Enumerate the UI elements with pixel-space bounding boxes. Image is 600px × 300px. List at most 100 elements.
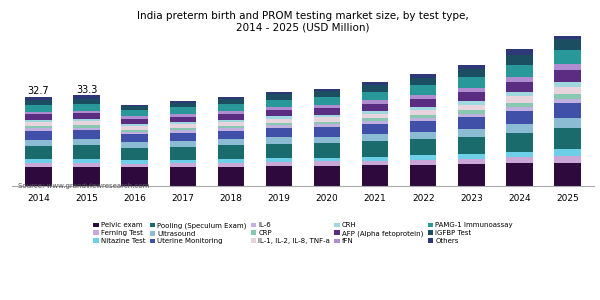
Bar [73, 113, 100, 119]
Bar [73, 104, 100, 111]
Bar [410, 74, 436, 78]
Bar [170, 107, 196, 114]
Bar [458, 117, 485, 129]
Bar [362, 114, 388, 118]
Bar [362, 100, 388, 103]
Bar [25, 122, 52, 126]
Bar [218, 120, 244, 122]
Bar [121, 142, 148, 148]
Bar [25, 159, 52, 163]
Bar [410, 132, 436, 140]
Bar [170, 101, 196, 103]
Bar [121, 126, 148, 130]
Bar [170, 124, 196, 128]
Bar [554, 64, 581, 70]
Bar [554, 128, 581, 149]
Bar [506, 158, 533, 164]
Bar [458, 88, 485, 92]
Bar [73, 139, 100, 145]
Bar [554, 87, 581, 94]
Bar [266, 123, 292, 125]
Bar [266, 137, 292, 144]
Bar [73, 163, 100, 167]
Bar [362, 134, 388, 141]
Bar [458, 105, 485, 110]
Bar [218, 126, 244, 128]
Bar [314, 105, 340, 108]
Bar [458, 129, 485, 137]
Bar [362, 118, 388, 122]
Bar [121, 130, 148, 132]
Bar [314, 115, 340, 117]
Bar [266, 92, 292, 94]
Bar [25, 112, 52, 114]
Bar [170, 160, 196, 164]
Bar [554, 99, 581, 103]
Bar [266, 100, 292, 107]
Bar [170, 167, 196, 186]
Bar [266, 128, 292, 137]
Bar [218, 98, 244, 99]
Bar [314, 97, 340, 105]
Bar [554, 149, 581, 156]
Bar [458, 110, 485, 114]
Bar [410, 95, 436, 99]
Bar [362, 92, 388, 100]
Bar [362, 160, 388, 165]
Bar [410, 155, 436, 160]
Bar [121, 106, 148, 110]
Bar [554, 156, 581, 163]
Bar [218, 114, 244, 120]
Bar [121, 148, 148, 160]
Bar [170, 147, 196, 160]
Legend: Pelvic exam, Ferning Test, Nitazine Test, Pooling (Speculum Exam), Ultrasound, U: Pelvic exam, Ferning Test, Nitazine Test… [93, 223, 513, 244]
Bar [121, 124, 148, 126]
Bar [73, 122, 100, 125]
Bar [266, 158, 292, 162]
Bar [506, 96, 533, 103]
Bar [506, 92, 533, 96]
Bar [170, 114, 196, 117]
Bar [170, 122, 196, 124]
Bar [410, 118, 436, 122]
Bar [25, 120, 52, 122]
Bar [121, 167, 148, 186]
Bar [554, 94, 581, 99]
Bar [458, 92, 485, 101]
Bar [506, 124, 533, 133]
Bar [266, 125, 292, 128]
Bar [25, 100, 52, 105]
Bar [554, 50, 581, 64]
Bar [410, 99, 436, 107]
Bar [554, 70, 581, 83]
Bar [314, 124, 340, 127]
Bar [458, 69, 485, 77]
Bar [506, 64, 533, 77]
Bar [458, 137, 485, 154]
Bar [121, 164, 148, 167]
Bar [266, 116, 292, 119]
Bar [314, 108, 340, 115]
Bar [314, 166, 340, 186]
Bar [25, 114, 52, 120]
Bar [362, 82, 388, 85]
Bar [314, 136, 340, 143]
Bar [458, 77, 485, 88]
Bar [554, 32, 581, 39]
Bar [362, 103, 388, 111]
Bar [458, 154, 485, 159]
Bar [410, 140, 436, 155]
Bar [458, 159, 485, 164]
Bar [266, 166, 292, 186]
Bar [554, 163, 581, 186]
Bar [410, 85, 436, 95]
Bar [73, 95, 100, 99]
Bar [25, 167, 52, 186]
Bar [218, 99, 244, 104]
Bar [218, 167, 244, 186]
Bar [266, 107, 292, 110]
Bar [266, 144, 292, 158]
Text: Source: www.grandviewresearch.com: Source: www.grandviewresearch.com [18, 183, 149, 189]
Bar [506, 106, 533, 111]
Bar [314, 117, 340, 122]
